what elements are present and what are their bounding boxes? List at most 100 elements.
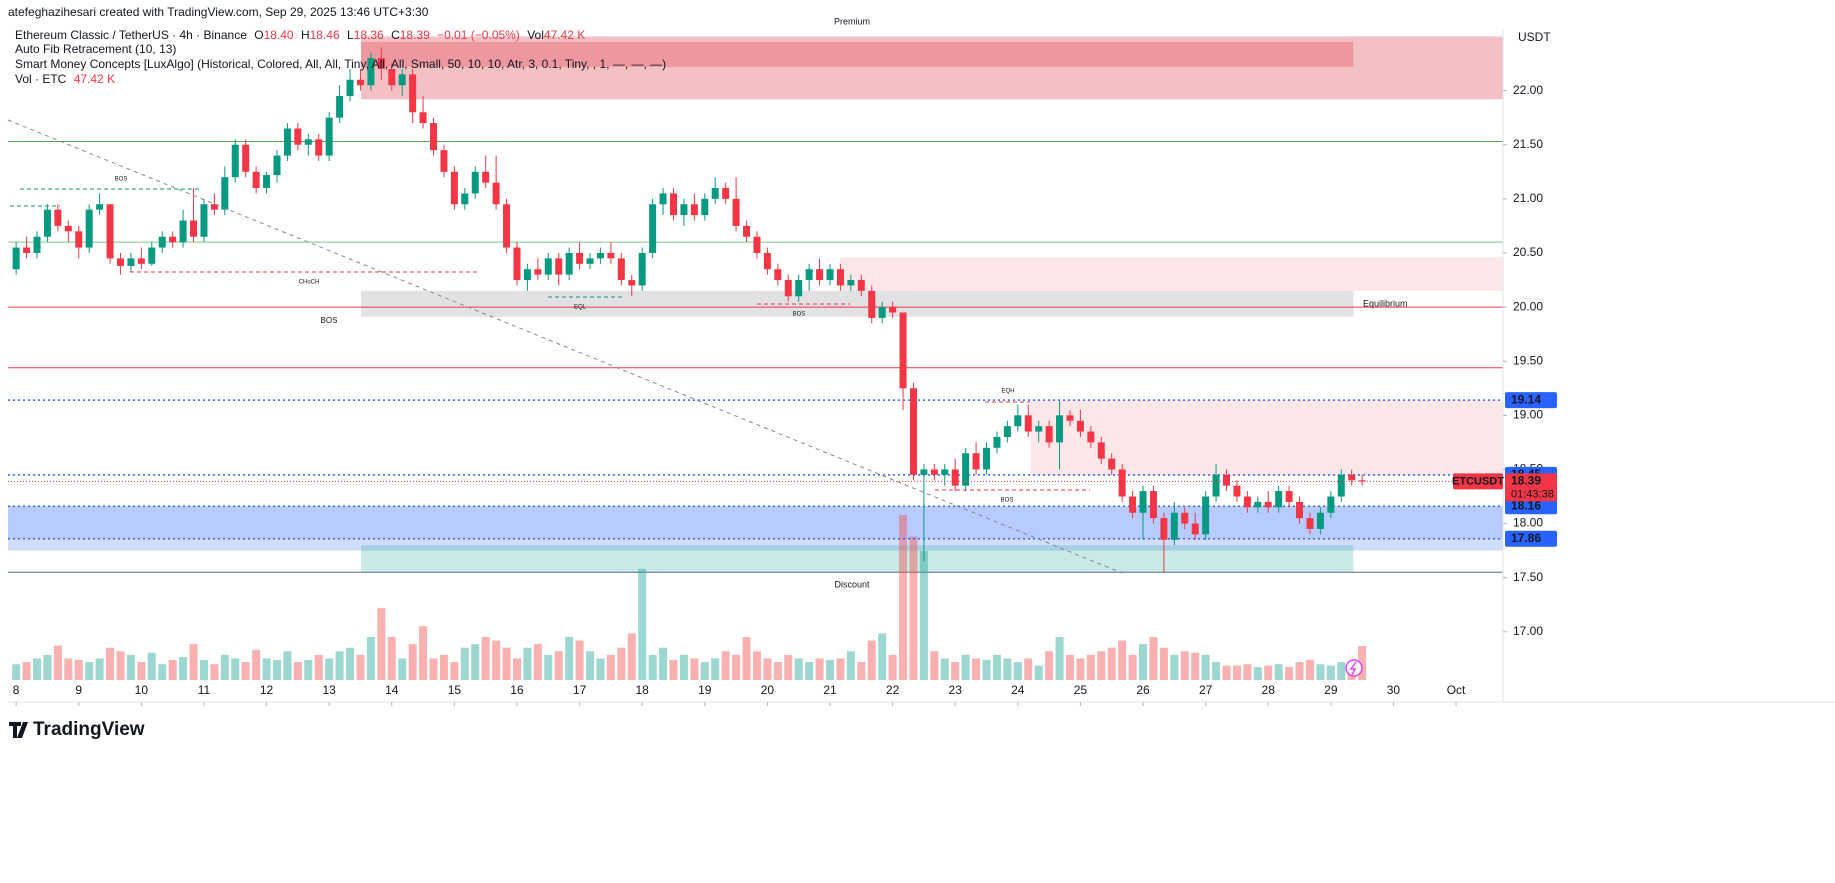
candle-body <box>743 225 751 237</box>
candle-body <box>983 447 991 470</box>
candle-body <box>1212 474 1220 497</box>
y-tick-label: 18.00 <box>1513 516 1543 530</box>
volume-bar <box>22 662 31 680</box>
brand-logo <box>9 722 28 738</box>
volume-bar <box>366 636 375 680</box>
zone <box>840 257 1503 291</box>
candle-body <box>190 220 198 237</box>
candle-body <box>75 231 83 248</box>
volume-bar <box>1295 662 1304 680</box>
volume-bar <box>1139 644 1148 680</box>
symbol: Ethereum Classic / TetherUS · 4h · Binan… <box>15 28 247 42</box>
volume-bar <box>700 662 709 680</box>
candle-body <box>1296 501 1304 519</box>
y-tick-label: 19.00 <box>1513 408 1543 422</box>
candle-body <box>461 193 469 205</box>
x-tick-label: 27 <box>1199 683 1213 697</box>
volume-bar <box>805 662 814 680</box>
volume-bar <box>262 658 271 680</box>
volume-bar <box>1149 636 1158 680</box>
x-tick-label: 25 <box>1074 683 1088 697</box>
volume-bar <box>106 647 115 680</box>
volume-bar <box>481 636 490 680</box>
volume-bar <box>1264 665 1273 680</box>
candle-body <box>847 280 855 286</box>
candle-body <box>430 123 438 151</box>
candle-body <box>972 453 980 470</box>
candle-body <box>1024 415 1032 432</box>
x-tick-label: 12 <box>260 683 274 697</box>
candle-body <box>774 269 782 281</box>
alert-icon[interactable] <box>1345 659 1363 677</box>
candle-body <box>523 269 531 281</box>
volume-bar <box>1253 667 1262 680</box>
volume-bar <box>1003 658 1012 680</box>
volume-bar <box>137 662 146 680</box>
volume-bar <box>471 644 480 680</box>
volume-bar <box>95 658 104 680</box>
volume-bar <box>1326 665 1335 680</box>
volume-bar <box>1086 654 1095 680</box>
c-label: C <box>391 28 400 42</box>
candle-body <box>283 128 291 156</box>
volume-bar <box>836 658 845 680</box>
zone <box>8 506 1503 539</box>
volume-bar <box>252 649 261 680</box>
x-tick-label: 16 <box>510 683 524 697</box>
x-tick-label: 13 <box>322 683 336 697</box>
candle-body <box>482 171 490 183</box>
x-tick-label: 8 <box>13 683 20 697</box>
candle-body <box>753 236 761 253</box>
candle-body <box>513 247 521 281</box>
volume-bar <box>1201 654 1210 680</box>
volume-bar <box>1316 664 1325 680</box>
legend-line: Ethereum Classic / TetherUS · 4h · Binan… <box>15 28 585 42</box>
x-tick-label: 15 <box>448 683 462 697</box>
candle-body <box>1056 415 1064 443</box>
price-tag-label: 17.86 <box>1511 531 1541 545</box>
volume-bar <box>439 654 448 680</box>
volume-bar <box>293 662 302 680</box>
candle-body <box>1264 501 1272 508</box>
volume-bar <box>961 654 970 680</box>
candle-body <box>263 175 271 189</box>
candle-body <box>1087 431 1095 443</box>
candle-body <box>669 193 677 216</box>
volume-bar <box>1065 654 1074 680</box>
annotation: EQH <box>1001 389 1014 395</box>
x-tick-label: 22 <box>886 683 900 697</box>
volume-bar <box>648 654 657 680</box>
candle-body <box>252 171 260 189</box>
volume-legend: Vol · ETC 47.42 K <box>15 72 115 86</box>
candle-body <box>899 312 907 389</box>
x-tick-label: 21 <box>823 683 837 697</box>
candle-body <box>732 198 740 226</box>
volume-bar <box>168 659 177 680</box>
candle-body <box>179 220 187 243</box>
volume-bar <box>752 651 761 680</box>
volume-bar <box>304 659 313 680</box>
volume-bar <box>85 662 94 680</box>
candle-body <box>304 139 312 145</box>
volume-bar <box>1013 662 1022 680</box>
annotation: BOS <box>793 312 806 318</box>
volume-bar <box>992 654 1001 680</box>
x-tick-label: Oct <box>1447 683 1466 697</box>
volume-bar <box>283 651 292 680</box>
volume-bar <box>387 636 396 680</box>
candle-body <box>909 388 917 475</box>
volume-bar <box>596 658 605 680</box>
volume-bar <box>825 659 834 680</box>
zone-label: Equilibrium <box>1363 298 1408 308</box>
volume-bar <box>356 654 365 680</box>
volume-bar <box>711 658 720 680</box>
candle-body <box>1129 496 1137 513</box>
y-tick-label: 21.00 <box>1513 191 1543 205</box>
candle-body <box>1306 518 1314 529</box>
volume-bar <box>1285 667 1294 680</box>
symbol-tag <box>1453 473 1503 490</box>
volume-bar <box>33 658 42 680</box>
candle-body <box>930 469 938 475</box>
x-tick-label: 24 <box>1011 683 1025 697</box>
volume-bar <box>1055 636 1064 680</box>
